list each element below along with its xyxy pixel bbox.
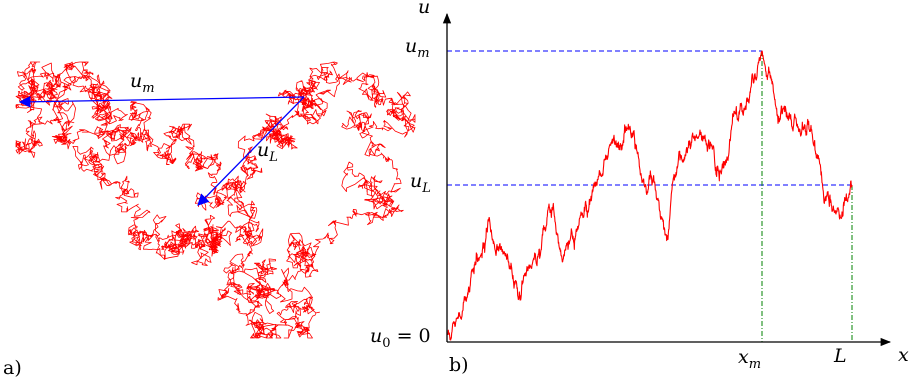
panel-b-letter: b) bbox=[449, 354, 469, 376]
panel-a-letter: a) bbox=[3, 357, 22, 379]
random-walk-1d bbox=[447, 50, 853, 341]
panel-a: um uL a) bbox=[3, 61, 416, 379]
tick-um-label: um bbox=[405, 35, 430, 61]
panel-b: u x um uL u0 = 0 xm L b) bbox=[370, 0, 909, 376]
random-walk-2d bbox=[15, 61, 416, 339]
vector-uL-label: uL bbox=[257, 139, 278, 165]
tick-xm-label: xm bbox=[738, 346, 761, 372]
x-axis-label: x bbox=[898, 344, 909, 366]
vector-uL-arrow bbox=[197, 96, 305, 206]
tick-L-label: L bbox=[833, 345, 847, 367]
vector-um-label: um bbox=[130, 70, 155, 96]
vector-um-arrow bbox=[18, 95, 305, 108]
tick-uL-label: uL bbox=[410, 170, 431, 196]
tick-u0-label: u0 = 0 bbox=[370, 325, 431, 351]
random-walk-2d-trace bbox=[15, 61, 416, 339]
y-axis-label: u bbox=[418, 0, 430, 18]
